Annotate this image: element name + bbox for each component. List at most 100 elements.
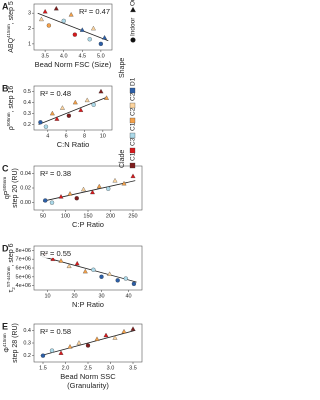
y-axis-label-part: qP [4,190,11,199]
x-tick-label: 3.5 [41,53,49,59]
x-axis-label: Bead Norm FSC (Size) [35,60,112,69]
legend-label: C26 [130,89,137,101]
legend-symbol [130,37,136,43]
point [106,186,111,191]
point [50,256,56,261]
point [131,281,137,286]
x-tick-label: 20 [71,293,77,299]
plot-area [33,3,113,51]
legend-label: C15 [130,119,137,131]
y-axis-label-part: , step 6 [8,243,15,266]
x-tick-label: 3.0 [107,365,115,371]
fit-line [37,12,109,42]
x-tick-label: 3.5 [129,365,137,371]
y-tick-label: 8e+06 [16,248,31,254]
x-tick-label: 40 [125,293,131,299]
annotation: R² = 0.47 [79,7,110,16]
point [67,191,73,196]
point [104,95,109,100]
y-axis-label-part: 505nm [6,112,11,126]
x-tick-label: 2.5 [84,365,92,371]
point [94,336,100,341]
y-axis-label-part: 2 [11,287,16,290]
point [49,200,55,205]
point [58,258,64,263]
y-tick-label: 3 [28,11,31,17]
point [91,267,96,272]
annotation-box [76,7,109,16]
legend-label: C3 [130,137,137,146]
point [112,177,118,183]
point [43,198,48,203]
fit-line [38,96,108,125]
annotation: R² = 0.38 [40,169,71,178]
point [84,97,90,103]
y-axis-label-part: 415nm [6,24,11,38]
panel-label: B [2,83,9,93]
point [74,260,80,266]
x-tick-label: 100 [61,213,70,219]
point [46,23,52,28]
y-axis-label: step 20 (RU) [12,168,19,208]
fit-line [40,329,136,357]
point [90,25,96,31]
y-tick-label: 7e+06 [16,257,31,263]
plot-area [33,85,113,131]
point [74,196,79,201]
legend-label: Indoor [130,17,137,36]
y-axis-label-part: Φ [4,347,11,353]
point [68,12,74,17]
x-tick-label: 150 [83,213,92,219]
y-tick-label: 0.2 [23,353,31,359]
annotation-box [38,249,71,258]
legend-label: D1 [130,77,137,86]
x-axis-label: (Granularity) [67,381,109,390]
y-axis-label: Φ415nm [2,333,11,353]
fit-line [41,256,137,283]
point [43,124,49,129]
y-axis-label: qP505nm [2,177,11,200]
point [78,107,84,112]
x-tick-label: 6 [65,133,68,139]
point [72,99,78,105]
point [85,343,91,348]
annotation: R² = 0.48 [40,89,71,98]
point [115,278,120,283]
point [98,88,104,94]
y-axis-label-part: , step 5 [8,1,15,24]
point [96,183,102,189]
point [121,180,127,186]
y-tick-label: 0.4 [23,328,31,334]
y-tick-label: 0.4 [23,100,31,106]
x-tick-label: 10 [100,133,106,139]
legend-label: C1 [130,152,137,161]
x-axis-label: Bead Norm SSC [60,372,116,381]
x-tick-label: 4.5 [78,53,86,59]
point [81,186,86,192]
point [103,332,109,338]
point [40,353,46,358]
point [130,326,136,331]
point [58,194,64,199]
legend-swatch [129,132,136,139]
x-axis-label: C:N Ratio [57,140,90,149]
legend-title: Clade [119,150,126,168]
legend-swatch [129,162,136,169]
y-axis-label: ABQ415nm, step 5 [6,1,15,53]
point [123,276,128,281]
x-tick-label: 50 [40,213,46,219]
point [87,37,92,42]
point [49,110,55,116]
x-tick-label: 10 [44,293,50,299]
annotation-box [38,327,71,336]
point [53,5,59,11]
point [61,18,66,24]
point [82,268,88,274]
annotation-box [38,89,71,98]
point [42,8,48,14]
x-axis-label: C:P Ratio [72,220,104,229]
y-tick-label: 0.5 [23,89,31,95]
point [66,263,72,268]
y-axis-label: step 28 (RU) [12,323,19,363]
